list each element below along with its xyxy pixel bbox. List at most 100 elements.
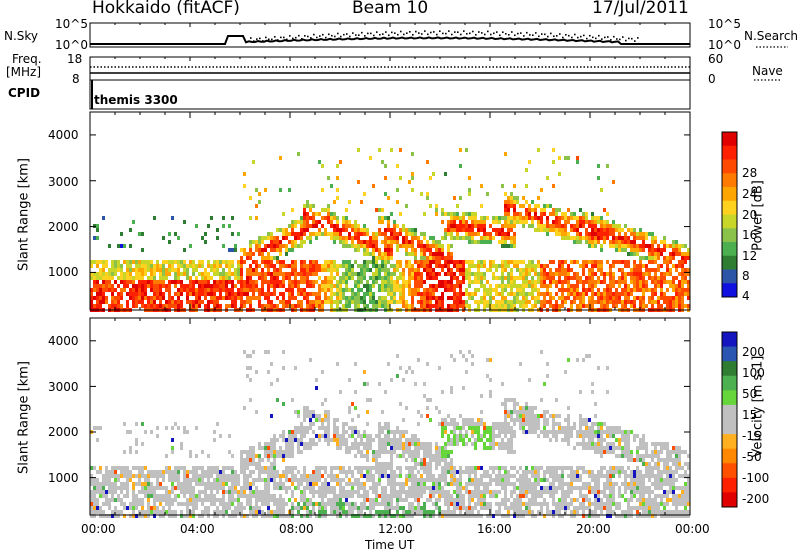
heat-cell: [165, 288, 168, 292]
heat-cell: [363, 304, 366, 308]
heat-cell: [168, 466, 171, 470]
heat-cell: [672, 284, 675, 288]
heat-cell: [240, 506, 243, 510]
heat-cell: [195, 276, 198, 280]
heat-cell: [318, 426, 321, 430]
heat-cell: [450, 256, 453, 260]
heat-cell: [270, 264, 273, 268]
heat-cell: [243, 284, 246, 288]
heat-cell: [117, 296, 120, 300]
heat-cell: [534, 284, 537, 288]
cpid-panel: [89, 79, 691, 110]
heat-cell: [402, 442, 405, 446]
heat-cell: [312, 212, 315, 216]
heat-cell: [411, 240, 414, 244]
heat-cell: [306, 220, 309, 224]
heat-cell: [504, 220, 507, 224]
heat-cell: [237, 268, 240, 272]
heat-cell: [201, 478, 204, 482]
heat-cell: [108, 304, 111, 308]
heat-cell: [159, 272, 162, 276]
heat-cell: [333, 260, 336, 264]
nsearch-dot: [379, 33, 381, 36]
heat-cell: [246, 292, 249, 296]
heat-cell: [354, 248, 357, 252]
heat-cell: [249, 450, 252, 454]
heat-cell: [639, 304, 642, 308]
heat-cell: [402, 228, 405, 232]
heat-cell: [99, 260, 102, 264]
heat-cell: [498, 300, 501, 304]
heat-cell: [198, 260, 201, 264]
heat-cell: [270, 256, 273, 260]
heat-cell: [408, 268, 411, 272]
heat-cell: [117, 478, 120, 482]
heat-cell: [348, 446, 351, 450]
heat-cell: [132, 276, 135, 280]
nsearch-dot: [307, 35, 309, 38]
heat-cell: [540, 276, 543, 280]
nsearch-dot: [625, 39, 627, 42]
heat-cell: [186, 506, 189, 510]
heat-cell: [258, 442, 261, 446]
heat-cell: [261, 248, 264, 252]
heat-cell: [504, 232, 507, 236]
heat-cell: [570, 284, 573, 288]
heat-cell: [165, 510, 168, 514]
heat-cell: [282, 276, 285, 280]
heat-cell: [402, 280, 405, 284]
heat-cell: [306, 482, 309, 486]
heat-cell: [582, 260, 585, 264]
heat-cell: [147, 494, 150, 498]
heat-cell: [444, 450, 447, 454]
heat-cell: [336, 362, 339, 366]
heat-cell: [294, 498, 297, 502]
heat-cell: [405, 458, 408, 462]
heat-cell: [393, 434, 396, 438]
heat-cell: [441, 208, 444, 212]
heat-cell: [648, 232, 651, 236]
heat-cell: [303, 288, 306, 292]
heat-cell: [309, 502, 312, 506]
nsearch-dot: [253, 40, 255, 42]
heat-cell: [123, 502, 126, 506]
heat-cell: [138, 490, 141, 494]
heat-cell: [447, 506, 450, 510]
heat-cell: [192, 474, 195, 478]
heat-cell: [474, 224, 477, 228]
heat-cell: [459, 268, 462, 272]
heat-cell: [420, 478, 423, 482]
heat-cell: [396, 502, 399, 506]
heat-cell: [216, 264, 219, 268]
xtick: 04:00: [180, 522, 215, 536]
heat-cell: [369, 252, 372, 256]
heat-cell: [273, 502, 276, 506]
heat-cell: [507, 304, 510, 308]
heat-cell: [642, 236, 645, 240]
heat-cell: [393, 268, 396, 272]
heat-cell: [441, 422, 444, 426]
heat-cell: [597, 260, 600, 264]
heat-cell: [102, 276, 105, 280]
heat-cell: [666, 280, 669, 284]
heat-cell: [138, 498, 141, 502]
heat-cell: [147, 490, 150, 494]
heat-cell: [444, 172, 447, 176]
heat-cell: [228, 514, 231, 518]
heat-cell: [174, 510, 177, 514]
heat-cell: [399, 366, 402, 370]
heat-cell: [321, 466, 324, 470]
heat-cell: [420, 256, 423, 260]
heat-cell: [285, 232, 288, 236]
heat-cell: [630, 228, 633, 232]
heat-cell: [309, 414, 312, 418]
heat-cell: [606, 300, 609, 304]
heat-cell: [537, 272, 540, 276]
heat-cell: [189, 470, 192, 474]
heat-cell: [513, 224, 516, 228]
heat-cell: [384, 264, 387, 268]
heat-cell: [486, 304, 489, 308]
heat-cell: [582, 268, 585, 272]
heat-cell: [96, 264, 99, 268]
heat-cell: [576, 260, 579, 264]
